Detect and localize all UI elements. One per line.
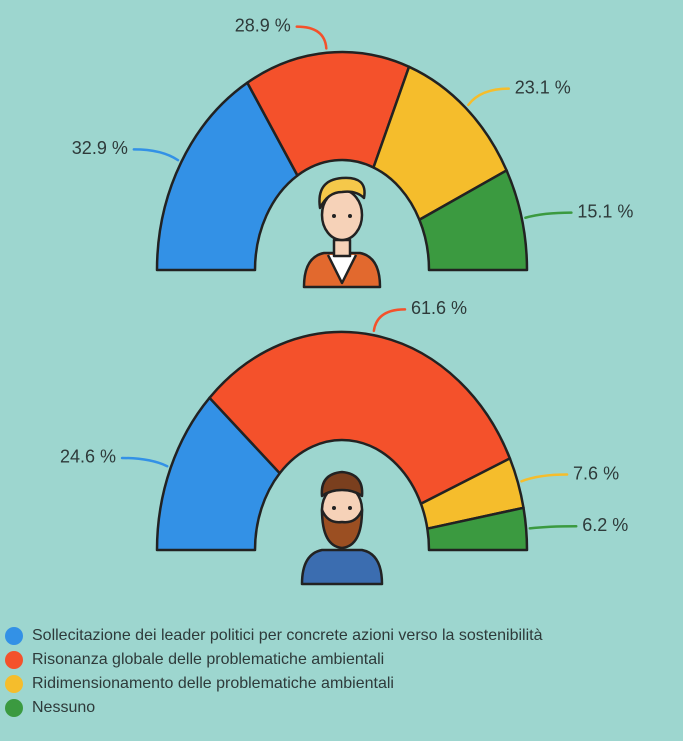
legend-swatch [5,627,23,645]
value-label: 23.1 % [515,77,571,97]
legend-label: Ridimensionamento delle problematiche am… [32,675,394,692]
legend-label: Nessuno [32,699,95,716]
value-label: 7.6 % [573,463,619,483]
value-label: 24.6 % [60,447,116,467]
value-label: 15.1 % [577,201,633,221]
value-label: 61.6 % [411,298,467,318]
legend-swatch [5,699,23,717]
legend-label: Sollecitazione dei leader politici per c… [32,627,543,644]
legend-swatch [5,651,23,669]
value-label: 6.2 % [582,515,628,535]
legend-swatch [5,675,23,693]
infographic: 32.9 % 28.9 % 23.1 % 15.1 % 24.6 % 61.6 % 7.6 … [0,0,683,741]
legend-label: Risonanza globale delle problematiche am… [32,651,384,668]
value-label: 32.9 % [72,138,128,158]
value-label: 28.9 % [235,15,291,35]
